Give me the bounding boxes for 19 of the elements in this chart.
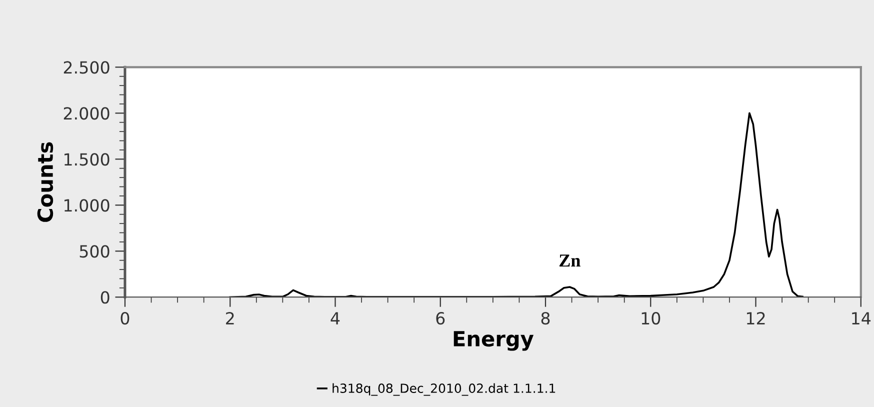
y-tick-label: 1.000	[64, 199, 110, 212]
legend-label: h318q_08_Dec_2010_02.dat 1.1.1.1	[332, 383, 556, 396]
x-tick-label: 14	[852, 312, 871, 324]
x-axis-title: Energy	[454, 331, 534, 351]
x-tick-label: 10	[642, 312, 660, 325]
x-tick-label: 8	[541, 312, 550, 325]
y-tick-label: 1.500	[64, 153, 110, 166]
line-series	[229, 112, 804, 298]
y-tick-label: 2.500	[64, 61, 110, 74]
annotation: Zn	[560, 254, 580, 266]
x-tick-label: 12	[746, 312, 765, 324]
y-axis-title: Counts	[37, 142, 54, 222]
x-tick-label: 6	[436, 312, 445, 325]
y-tick-label: 500	[80, 245, 110, 258]
y-tick-label: 0	[100, 291, 110, 304]
x-tick-label: 4	[330, 312, 340, 324]
x-tick-label: 2	[226, 312, 234, 324]
y-tick-label: 2.000	[64, 107, 110, 120]
x-tick-label: 0	[120, 312, 130, 325]
